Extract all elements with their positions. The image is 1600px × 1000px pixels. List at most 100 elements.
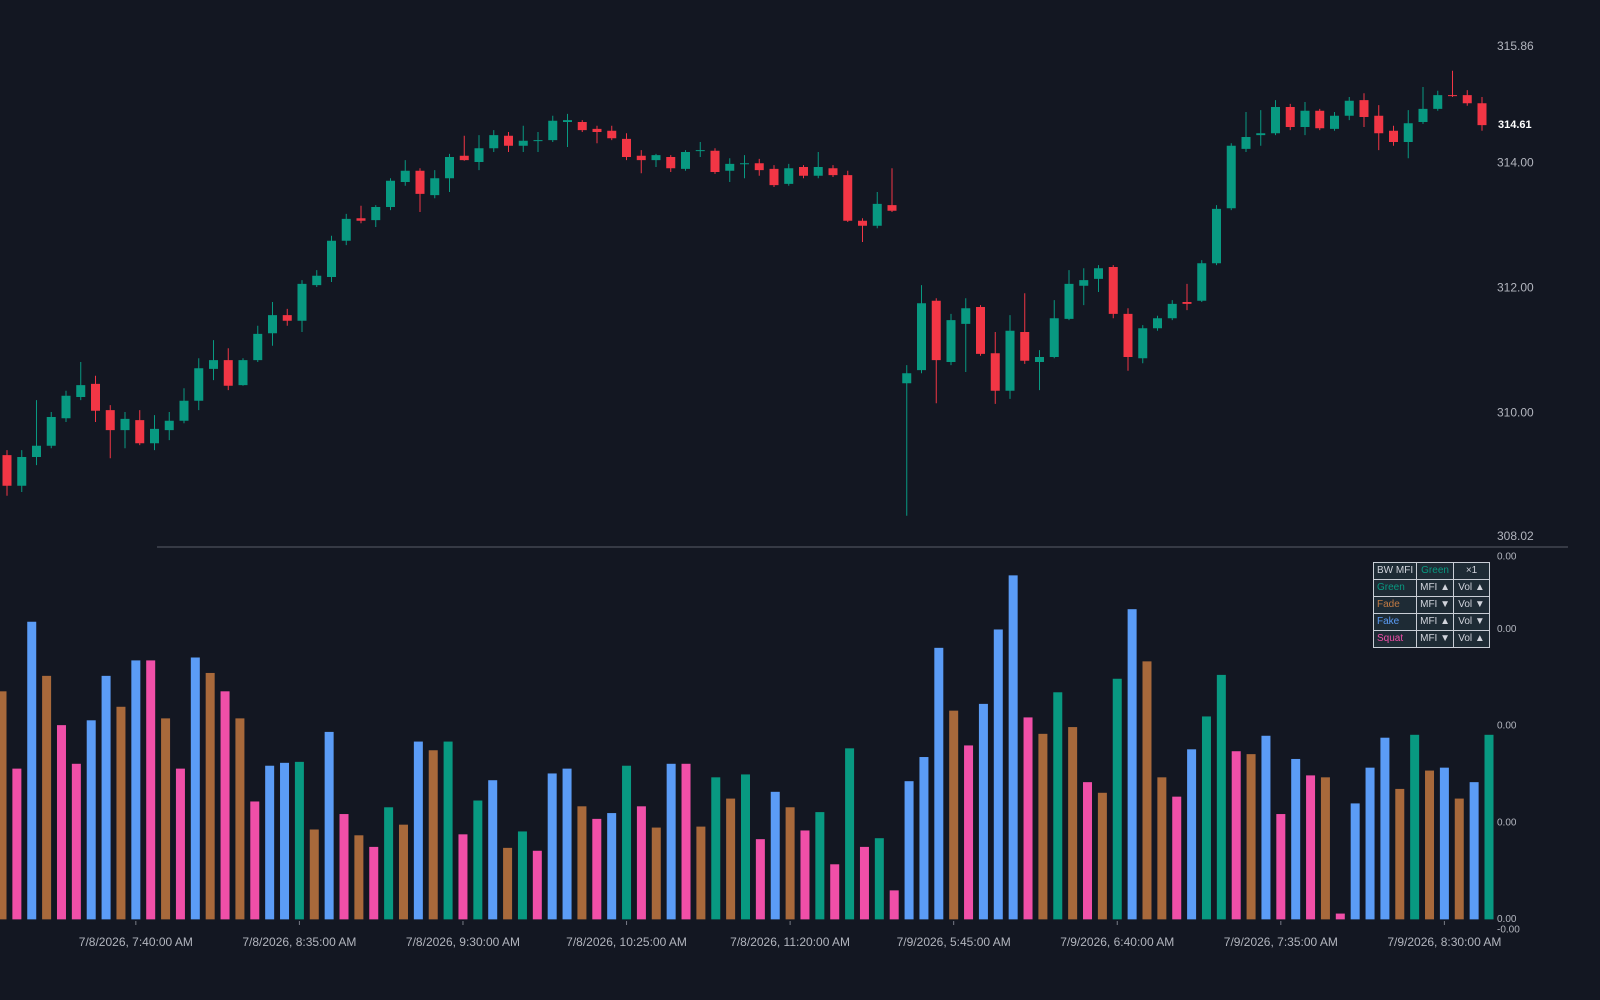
- legend-cell: Vol ▼: [1453, 596, 1491, 614]
- legend-cell: BW MFI: [1372, 562, 1418, 580]
- histogram-bar: [86, 720, 96, 920]
- candle-body: [577, 122, 587, 131]
- histogram-bar: [235, 718, 245, 920]
- y-tick-label: 0.00: [1497, 624, 1517, 635]
- histogram-bar: [755, 839, 765, 920]
- candle-body: [843, 175, 853, 221]
- candle-body: [622, 138, 631, 157]
- histogram-bar: [1187, 749, 1197, 920]
- histogram-bar: [1127, 609, 1137, 920]
- candle-body: [858, 220, 867, 226]
- candle-body: [1462, 95, 1472, 104]
- candle-body: [91, 383, 100, 411]
- histogram-bar: [1410, 734, 1420, 920]
- candle-body: [1477, 103, 1487, 126]
- last-price-label: 314.61: [1498, 119, 1532, 131]
- candle-body: [887, 205, 897, 211]
- candle-body: [61, 395, 71, 419]
- candle-body: [1182, 302, 1192, 304]
- candle-body: [1448, 95, 1457, 97]
- candle-body: [209, 360, 218, 369]
- candle-body: [223, 360, 233, 386]
- candle-body: [1389, 130, 1398, 142]
- histogram-bar: [220, 691, 230, 920]
- candle-body: [976, 307, 985, 354]
- histogram-bar: [1261, 735, 1271, 920]
- histogram-bar: [1157, 777, 1167, 920]
- histogram-bar: [384, 807, 394, 920]
- legend-row: Fade MFI ▼ Vol ▼: [1372, 596, 1491, 614]
- candle-body: [710, 150, 720, 172]
- histogram-bar: [280, 762, 290, 920]
- candle-body: [1138, 328, 1148, 359]
- candle-body: [961, 308, 971, 324]
- y-tick-label: 0.00: [1497, 552, 1517, 563]
- candle-body: [430, 178, 440, 196]
- histogram-bar: [1335, 913, 1345, 920]
- histogram-bar: [1231, 751, 1241, 920]
- candle-body: [400, 170, 410, 182]
- histogram-bar: [622, 765, 632, 920]
- histogram-bar: [1484, 734, 1494, 920]
- legend-table: BW MFI Green ×1 Green MFI ▲ Vol ▲ Fade MFI ▼ Vol…: [1372, 562, 1491, 648]
- histogram-bar: [547, 773, 557, 920]
- histogram-bar: [1439, 767, 1449, 920]
- histogram-bar: [398, 824, 408, 920]
- candle-body: [725, 163, 735, 171]
- candle-body: [1212, 208, 1221, 264]
- histogram-bar: [1097, 792, 1107, 920]
- candle-body: [1403, 123, 1413, 142]
- x-tick-label: 7/8/2026, 7:40:00 AM: [79, 935, 193, 949]
- legend-cell: Vol ▼: [1453, 613, 1491, 631]
- histogram-bar: [592, 818, 602, 920]
- candle-body: [268, 315, 277, 334]
- histogram-bar: [651, 827, 661, 920]
- histogram-bar: [101, 675, 111, 920]
- histogram-bar: [978, 703, 988, 920]
- candle-body: [282, 315, 292, 321]
- y-tick-label: 315.86: [1497, 39, 1534, 53]
- candle-body: [1256, 133, 1266, 136]
- histogram-bar: [146, 660, 156, 920]
- histogram-bar: [1068, 727, 1078, 920]
- histogram-bar: [1350, 803, 1360, 920]
- candle-body: [518, 140, 528, 146]
- candle-body: [1079, 280, 1089, 286]
- candle-body: [1153, 318, 1162, 329]
- histogram-bar: [1008, 575, 1018, 920]
- candle-body: [1064, 283, 1074, 319]
- legend-cell: ×1: [1453, 562, 1491, 580]
- candle-body: [1020, 332, 1030, 361]
- histogram-bar: [12, 768, 22, 920]
- candle-body: [459, 155, 469, 161]
- candle-body: [356, 218, 366, 221]
- legend-cell: Vol ▲: [1453, 579, 1491, 597]
- histogram-bar: [919, 757, 929, 920]
- histogram-bar: [889, 890, 899, 920]
- candle-body: [769, 168, 779, 186]
- histogram-bar: [741, 774, 750, 920]
- candle-body: [946, 320, 956, 362]
- candle-body: [828, 168, 838, 176]
- x-tick-label: 7/8/2026, 8:35:00 AM: [242, 935, 356, 949]
- histogram-bar: [324, 731, 334, 920]
- histogram-bar: [1306, 775, 1316, 920]
- histogram-bar: [949, 710, 959, 920]
- y-tick-label: 0.00: [1497, 914, 1517, 925]
- histogram-bar: [294, 761, 304, 920]
- histogram-bar: [666, 763, 676, 920]
- candle-body: [1271, 107, 1280, 134]
- histogram-bar: [607, 813, 617, 920]
- histogram-bar: [175, 768, 185, 920]
- legend-cell: Squat: [1372, 630, 1418, 648]
- candle-body: [179, 400, 189, 421]
- candle-body: [681, 152, 690, 169]
- candle-body: [327, 240, 336, 277]
- candle-body: [533, 140, 543, 142]
- histogram-bar: [1201, 716, 1211, 920]
- candle-body: [592, 128, 602, 132]
- candle-body: [194, 368, 204, 401]
- histogram-bar: [562, 768, 572, 920]
- histogram-bar: [1142, 661, 1152, 920]
